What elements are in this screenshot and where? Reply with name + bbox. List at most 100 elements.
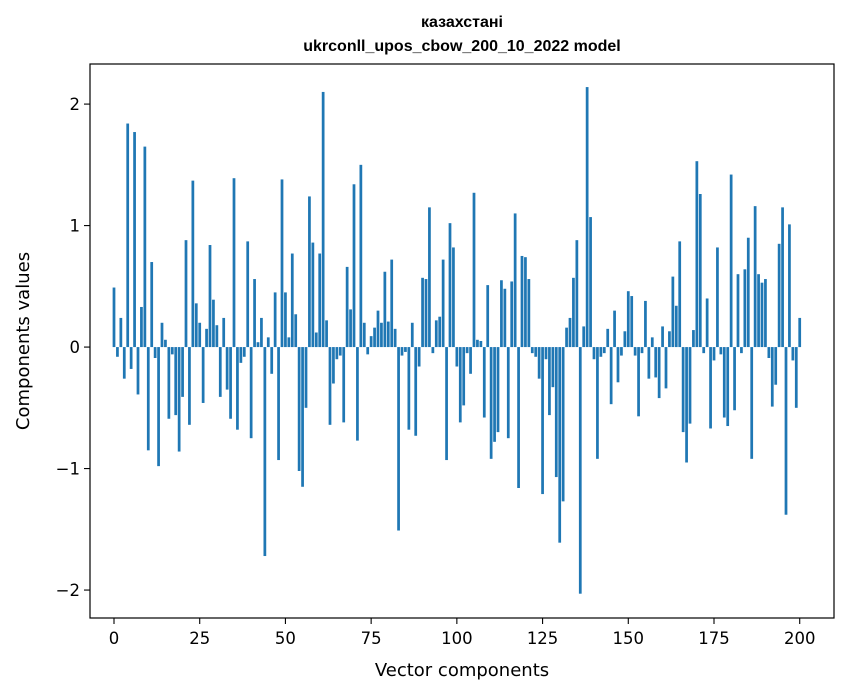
x-tick-label: 75 <box>361 629 382 648</box>
bar-91 <box>424 279 428 348</box>
bar-128 <box>551 347 555 388</box>
bar-117 <box>513 213 517 348</box>
bar-29 <box>212 299 215 348</box>
bar-166 <box>681 347 685 433</box>
bar-190 <box>764 279 767 348</box>
bar-105 <box>472 192 476 348</box>
bar-180 <box>729 174 733 348</box>
plot-frame <box>89 63 835 619</box>
bar-152 <box>633 347 637 356</box>
bar-69 <box>349 309 352 348</box>
bar-143 <box>602 347 606 354</box>
bar-51 <box>287 337 291 348</box>
bar-16 <box>167 347 171 419</box>
bar-59 <box>314 332 318 348</box>
bar-10 <box>146 347 150 451</box>
bar-41 <box>253 279 256 348</box>
bar-65 <box>335 347 339 360</box>
bar-46 <box>270 347 274 374</box>
bar-80 <box>386 321 390 348</box>
y-tick-label: 1 <box>70 217 81 236</box>
bar-162 <box>668 331 671 348</box>
bar-147 <box>616 347 620 383</box>
bar-79 <box>383 271 387 348</box>
bar-83 <box>397 347 400 531</box>
bar-55 <box>301 347 304 487</box>
bar-57 <box>308 196 311 348</box>
bar-184 <box>743 269 747 348</box>
chart-title-line2: ukrconll_upos_cbow_200_10_2022 model <box>303 38 620 55</box>
bar-182 <box>736 274 740 348</box>
bar-58 <box>311 242 315 348</box>
bar-13 <box>157 347 160 467</box>
bar-5 <box>129 347 133 369</box>
bar-110 <box>489 347 493 459</box>
bar-50 <box>284 292 287 348</box>
x-axis-ticks: 0 25 50 75 100 125 150 175 200 <box>109 618 815 648</box>
bar-104 <box>469 347 472 374</box>
bar-101 <box>458 347 462 423</box>
bar-37 <box>239 347 243 363</box>
bar-172 <box>702 347 706 354</box>
bar-53 <box>294 314 298 348</box>
bar-186 <box>750 347 754 459</box>
bar-97 <box>445 347 448 461</box>
bar-11 <box>150 262 154 348</box>
bar-44 <box>263 347 267 557</box>
bar-112 <box>496 347 500 433</box>
bar-4 <box>126 123 130 348</box>
bar-87 <box>410 322 414 348</box>
bar-196 <box>784 347 788 515</box>
bar-26 <box>201 347 205 403</box>
bar-148 <box>620 347 623 356</box>
bar-56 <box>304 347 308 408</box>
bar-89 <box>417 347 421 367</box>
bar-47 <box>273 292 277 348</box>
bar-149 <box>623 331 627 348</box>
bar-170 <box>695 161 699 348</box>
bar-113 <box>500 280 503 348</box>
bar-76 <box>373 327 376 348</box>
bar-146 <box>613 310 616 348</box>
bar-109 <box>486 285 490 348</box>
y-tick-label: −1 <box>56 460 80 479</box>
bar-187 <box>753 206 757 348</box>
bar-78 <box>380 322 383 348</box>
x-axis-label: Vector components <box>375 660 549 681</box>
bar-173 <box>705 298 709 348</box>
bar-107 <box>479 341 483 348</box>
bar-192 <box>770 347 774 407</box>
x-tick-label: 175 <box>698 629 730 648</box>
bar-102 <box>462 347 466 406</box>
bar-157 <box>650 337 654 348</box>
bar-95 <box>438 316 442 348</box>
bar-35 <box>232 178 236 348</box>
bar-132 <box>565 327 568 348</box>
bar-12 <box>153 347 157 358</box>
bar-20 <box>181 347 184 397</box>
bar-169 <box>692 330 695 348</box>
bar-6 <box>133 132 136 348</box>
bar-64 <box>332 347 335 384</box>
bar-66 <box>338 347 342 356</box>
bar-71 <box>356 347 359 441</box>
bar-122 <box>530 347 534 354</box>
bar-60 <box>318 253 322 348</box>
bar-129 <box>554 347 558 478</box>
bar-23 <box>191 180 195 348</box>
bar-62 <box>325 320 328 348</box>
bar-33 <box>225 347 229 390</box>
bar-70 <box>352 184 356 348</box>
bar-8 <box>140 306 143 348</box>
bar-90 <box>421 277 424 348</box>
bar-153 <box>637 347 640 417</box>
bar-197 <box>788 224 791 348</box>
bar-108 <box>482 347 486 418</box>
bar-200 <box>798 317 802 348</box>
bar-34 <box>229 347 232 419</box>
bar-111 <box>493 347 496 442</box>
bar-116 <box>510 281 514 348</box>
bar-40 <box>249 347 253 439</box>
chart-title-line1: казахстані <box>421 14 503 31</box>
bar-68 <box>345 266 349 348</box>
